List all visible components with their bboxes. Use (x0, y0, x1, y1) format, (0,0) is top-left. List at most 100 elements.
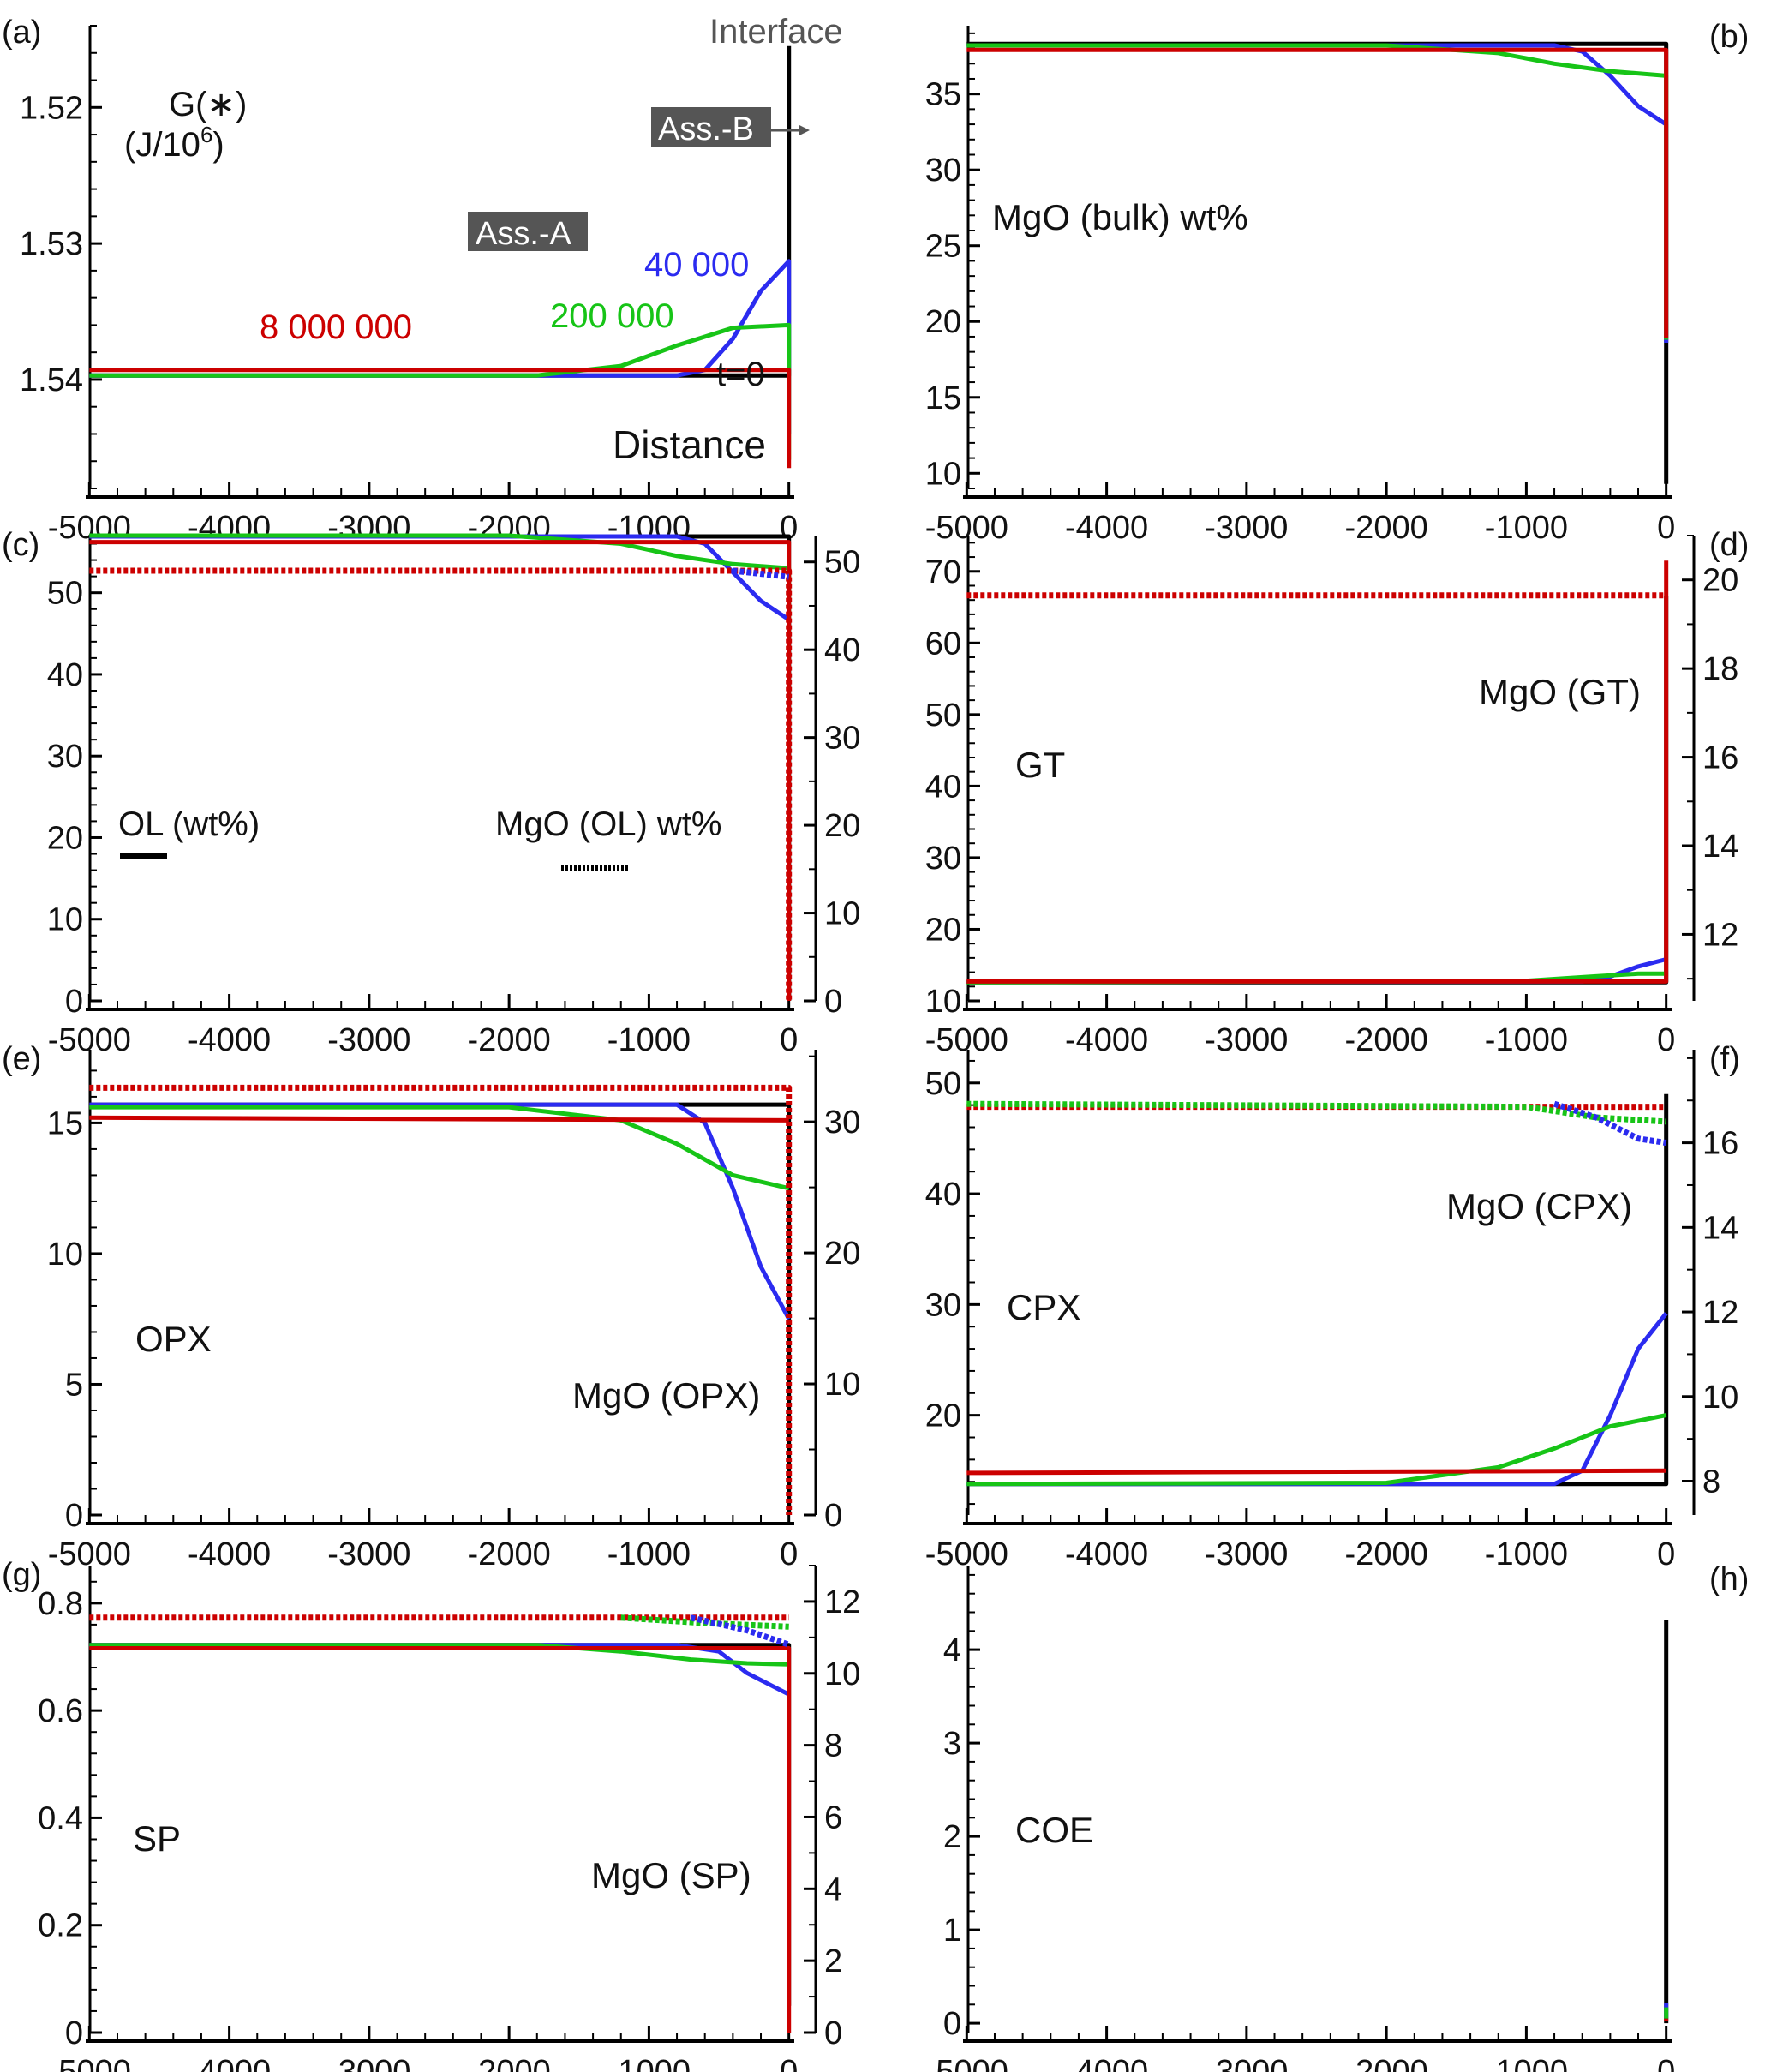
series-line-t-0-gt (966, 596, 1669, 985)
series-line-40-000 (966, 43, 1669, 343)
y-tick-label: 0.8 (38, 1586, 83, 1622)
assemblage-b-label: Ass.-B (658, 111, 754, 147)
y2-tick-label: 30 (824, 1105, 860, 1141)
series-line-40-000-opx (89, 1102, 791, 1320)
panel-label-f: (f) (1709, 1041, 1740, 1077)
y2-tick-label: 12 (824, 1584, 860, 1620)
x-tick-label: -1000 (607, 2054, 691, 2072)
x-tick-label: -3000 (327, 2054, 410, 2072)
series-line-mgo-ol-40-000 (733, 567, 790, 580)
y2-tick-label: 16 (1702, 1126, 1738, 1162)
y2-tick-label: 16 (1702, 740, 1738, 776)
series-line-t-0 (966, 41, 1669, 484)
panel-label-c: (c) (2, 527, 39, 563)
x-tick-label: -5000 (925, 510, 1008, 546)
time-label-40000: 40 000 (644, 246, 749, 284)
y-tick-label: 10 (47, 1237, 83, 1273)
ylabel-g-sup: 6 (200, 122, 212, 147)
time-label-200000: 200 000 (550, 297, 674, 335)
x-tick-label: -2000 (1345, 1022, 1428, 1058)
x-tick-label: -3000 (327, 510, 410, 546)
y2-tick-label: 14 (1702, 829, 1738, 865)
panel-label-d: (d) (1709, 527, 1749, 563)
x-tick-label: -1000 (1485, 1536, 1568, 1572)
x-tick-label: -4000 (1065, 1022, 1148, 1058)
x-tick-label: -3000 (327, 1022, 410, 1058)
y-tick-label: 10 (47, 902, 83, 938)
series-line-200-000-cpx (966, 1413, 1667, 1487)
y2-tick-label: 8 (1702, 1464, 1720, 1500)
y2-tick-label: 0 (824, 2015, 842, 2051)
series-line-200-000-opx (89, 1105, 790, 1191)
x-tick-label: 0 (1657, 1536, 1675, 1572)
label-mgo-sp: MgO (SP) (591, 1855, 751, 1895)
y2-tick-label: 8 (824, 1728, 842, 1764)
label-mgo-bulk: MgO (bulk) wt% (992, 197, 1248, 237)
y-tick-label: 1.52 (20, 90, 83, 126)
assemblage-b-arrowhead (799, 125, 810, 135)
y-tick-label: 50 (47, 576, 83, 612)
y2-tick-label: 10 (824, 1656, 860, 1692)
x-tick-label: -2000 (468, 1022, 551, 1058)
x-tick-label: -2000 (1345, 510, 1428, 546)
y2-tick-label: 30 (824, 721, 860, 757)
label-cpx: CPX (1007, 1287, 1080, 1327)
y-tick-label: 30 (925, 1287, 961, 1323)
y-tick-label: 40 (925, 769, 961, 805)
x-tick-label: 0 (1657, 2054, 1675, 2072)
x-tick-label: 0 (780, 1022, 798, 1058)
y-tick-label: 0.4 (38, 1800, 83, 1836)
y2-tick-label: 6 (824, 1800, 842, 1835)
y2-tick-label: 10 (1702, 1380, 1738, 1416)
ylabel-g-close: ) (212, 126, 224, 164)
interface-label: Interface (709, 13, 843, 51)
y2-tick-label: 14 (1702, 1210, 1738, 1246)
series-line-200-000-ol (89, 533, 792, 1001)
x-tick-label: 0 (780, 1536, 798, 1572)
y2-tick-label: 18 (1702, 651, 1738, 687)
x-tick-label: -3000 (327, 1536, 410, 1572)
series-line-40-000-ol (89, 534, 792, 1001)
x-tick-label: 0 (1657, 510, 1675, 546)
label-sp: SP (133, 1818, 181, 1859)
y-tick-label: 50 (925, 1066, 961, 1102)
y2-tick-label: 10 (824, 896, 860, 932)
label-gt: GT (1015, 745, 1065, 785)
y-tick-label: 1.53 (20, 226, 83, 262)
series-line-mgo-sp-blue (690, 1614, 790, 1648)
ylabel-g-line2: (J/106) (124, 122, 224, 164)
series-line-8-000-000 (89, 368, 792, 469)
series-line-200-000 (966, 43, 1669, 340)
y2-tick-label: 4 (824, 1871, 842, 1907)
series-line-40-000 (89, 259, 792, 434)
panel-label-g: (g) (2, 1557, 41, 1593)
assemblage-b-box (651, 107, 771, 147)
y-tick-label: 30 (925, 841, 961, 877)
series-line-8-000-000-opx (89, 1115, 789, 1123)
panel-label-b: (b) (1709, 19, 1749, 55)
x-tick-label: 0 (1657, 1022, 1675, 1058)
label-mgo-ol: MgO (OL) wt% (495, 805, 721, 843)
x-tick-label: -4000 (1065, 510, 1148, 546)
y2-tick-label: 2 (824, 1943, 842, 1979)
y2-tick-label: 50 (824, 545, 860, 581)
series-line-mgo-cpx-green (966, 1100, 1666, 1125)
panel-f: -5000 -4000 -3000 -2000 -1000 0 20 30 40 50 8 10 12 1… (925, 1050, 1738, 1572)
x-tick-label: -4000 (188, 2054, 271, 2072)
x-tick-label: -1000 (1485, 510, 1568, 546)
y-tick-label: 35 (925, 77, 961, 113)
x-tick-label: -2000 (1345, 1536, 1428, 1572)
series-line-mgo-ol (89, 567, 793, 1001)
y-tick-label: 0.2 (38, 1908, 83, 1944)
y-tick-label: 0 (65, 2015, 83, 2051)
y-tick-label: 20 (925, 912, 961, 948)
assemblage-a-box (468, 212, 588, 251)
series-line-40-000-sp (89, 1643, 790, 1697)
panel-g: -5000 -4000 -3000 -2000 -1000 0 0 0.2 0.4 0.6 0.8 0… (38, 1565, 860, 2072)
y-tick-label: 25 (925, 229, 961, 265)
y-tick-label: 5 (65, 1367, 83, 1403)
x-tick-label: -5000 (925, 2054, 1008, 2072)
panel-label-h: (h) (1709, 1561, 1749, 1597)
series-line-8-000-000-gt (966, 560, 1669, 984)
y-tick-label: 50 (925, 698, 961, 734)
